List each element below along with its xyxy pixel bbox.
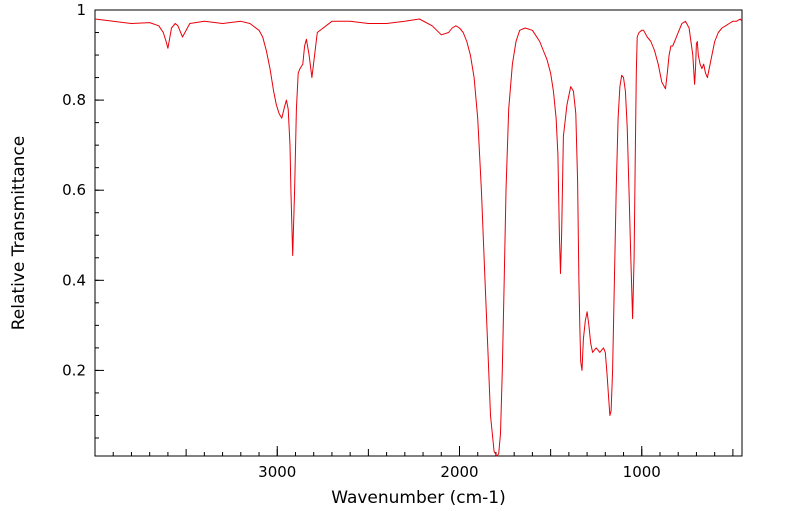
y-tick-label: 0.4 [62,271,86,289]
y-tick-label: 0.6 [62,181,86,199]
y-tick-label: 0.2 [62,361,86,379]
y-axis: 1 0.8 0.6 0.4 0.2 [62,1,104,439]
x-axis: 3000 2000 1000 [94,446,734,481]
y-axis-label: Relative Transmittance [9,136,29,331]
x-axis-label: Wavenumber (cm-1) [331,488,506,508]
x-tick-label: 1000 [623,463,661,481]
y-tick-label: 1 [76,1,86,19]
y-tick-label: 0.8 [62,91,86,109]
spectrum-line [94,18,743,457]
x-tick-label: 3000 [258,463,296,481]
x-tick-label: 2000 [440,463,478,481]
plot-frame [94,9,743,457]
